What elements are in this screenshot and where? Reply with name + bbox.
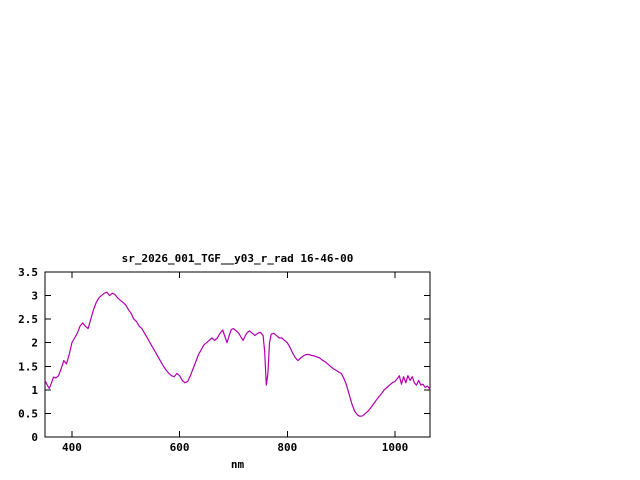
- y-tick-label: 1: [31, 384, 38, 397]
- x-tick-label: 1000: [382, 441, 409, 454]
- spectrum-line: [44, 291, 431, 417]
- x-tick-label: 600: [170, 441, 190, 454]
- y-tick-label: 0.5: [18, 407, 38, 420]
- y-tick-label: 3: [31, 290, 38, 303]
- x-tick-label: 800: [277, 441, 297, 454]
- plot-border: [44, 271, 431, 438]
- y-tick-label: 2: [31, 337, 38, 350]
- y-tick-label: 2.5: [18, 313, 38, 326]
- chart-title: sr_2026_001_TGF__y03_r_rad 16-46-00: [122, 252, 354, 265]
- y-tick-label: 3.5: [18, 266, 38, 279]
- x-axis-label: nm: [231, 458, 245, 471]
- y-tick-label: 1.5: [18, 360, 38, 373]
- x-tick-label: 400: [62, 441, 82, 454]
- y-tick-label: 0: [31, 431, 38, 444]
